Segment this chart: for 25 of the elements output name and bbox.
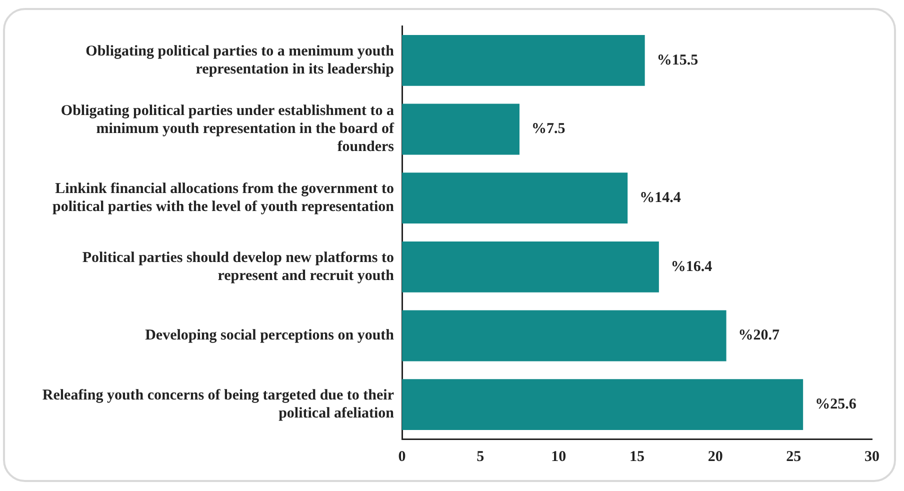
bar [402,104,520,155]
bar [402,379,804,430]
bar [402,34,645,86]
x-tick-label: 30 [864,448,880,465]
bar [402,241,659,292]
x-tick-label: 25 [786,448,802,465]
data-label: %15.5 [656,52,698,68]
x-tick-label: 10 [551,448,566,465]
y-tick-label: Obligating political parties under establishment to a minimum youth representation in the board of founders [60,103,396,156]
data-label: %25.6 [815,396,857,412]
y-tick-label: Obligating political parties to a menimum youth representation in its leadership [86,43,395,78]
y-tick-label: Developing social perceptions on youth [145,328,395,344]
data-label: %16.4 [670,258,713,275]
y-tick-label: Political parties should develop new platforms to represent and recruit youth [82,250,395,284]
data-label: %20.7 [738,328,780,344]
bar [402,310,726,362]
x-tick-label: 20 [708,448,723,465]
y-tick-label: Releafing youth concerns of being targeted due to their political afeliation [42,387,395,422]
x-tick-label: 15 [630,448,644,465]
x-tick-label: 5 [476,448,484,465]
bar [402,172,628,224]
y-tick-label: Linkink financial allocations from the government to political parties with the level of youth representation [52,180,395,215]
x-tick-label: 0 [398,448,406,465]
data-label: %14.4 [640,190,682,206]
data-label: %7.5 [532,121,566,138]
